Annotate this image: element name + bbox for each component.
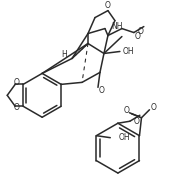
Text: O: O [13,103,19,112]
Text: O: O [134,117,140,126]
Text: O: O [99,86,105,95]
Text: O: O [138,27,144,36]
Text: H: H [61,50,67,59]
Text: OH: OH [123,47,135,56]
Text: O: O [150,103,156,112]
Text: OH: OH [118,133,130,142]
Text: O: O [105,1,111,10]
Text: O: O [124,106,129,115]
Text: NH: NH [111,22,122,31]
Text: O: O [135,32,141,41]
Text: O: O [13,78,19,87]
